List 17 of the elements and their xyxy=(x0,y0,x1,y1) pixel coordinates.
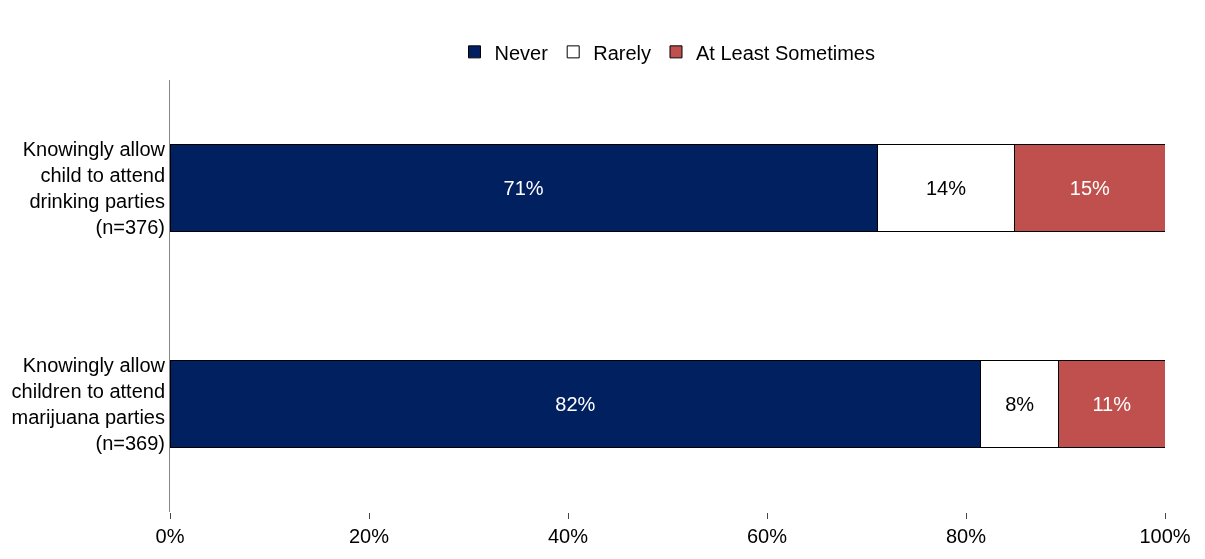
x-tick-label: 80% xyxy=(945,525,987,547)
data-label: 15% xyxy=(1069,177,1110,199)
x-tick-label: 20% xyxy=(348,525,390,547)
legend-label: At Least Sometimes xyxy=(695,41,875,64)
x-tick-label: 60% xyxy=(746,525,788,547)
data-label: 71% xyxy=(503,177,544,199)
x-tick-label: 0% xyxy=(155,525,185,547)
data-label: 82% xyxy=(555,393,596,415)
data-label: 8% xyxy=(1005,393,1035,415)
y-tick-label: Knowingly allow child to attend drinking parties (n=376) xyxy=(22,138,166,238)
data-label: 14% xyxy=(925,177,967,199)
x-tick-label: 100% xyxy=(1139,525,1191,547)
x-tick-label: 40% xyxy=(547,525,589,547)
y-tick-label: Knowingly allow children to attend marijuana parties (n=369) xyxy=(11,354,166,454)
legend-label: Never xyxy=(494,41,549,64)
legend-label: Rarely xyxy=(593,41,651,64)
data-label: 11% xyxy=(1092,393,1132,415)
